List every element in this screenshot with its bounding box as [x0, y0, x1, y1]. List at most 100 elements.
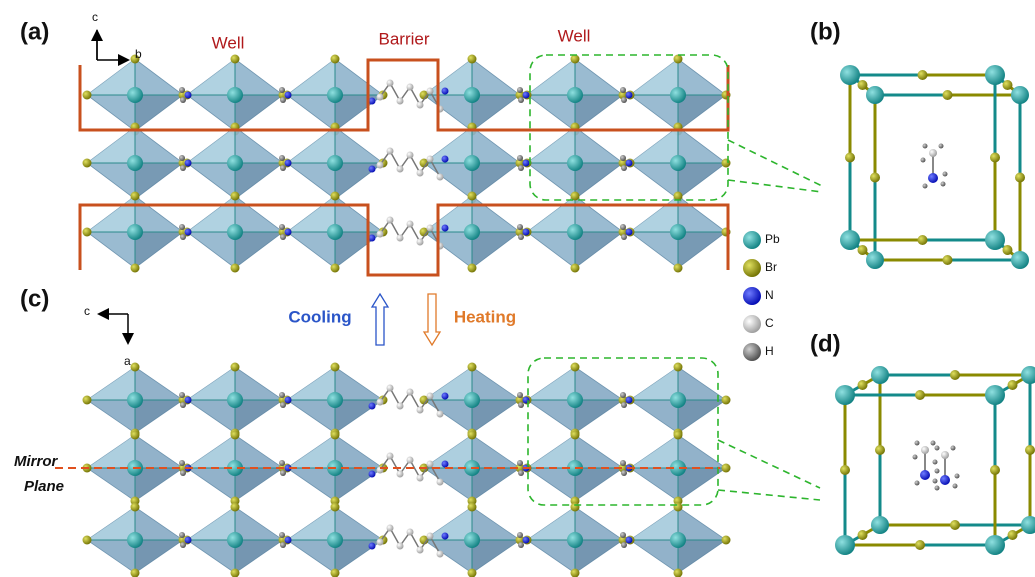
octahedron-face	[630, 59, 678, 95]
Br-atom	[1007, 380, 1018, 390]
Br-atom	[570, 568, 580, 577]
mirror-label: Mirror	[14, 453, 59, 470]
octahedron-face	[235, 95, 283, 131]
Pb-atom	[840, 65, 860, 85]
octahedron-face	[527, 435, 575, 468]
well-frame	[78, 203, 730, 277]
N-atom	[184, 91, 192, 99]
octahedron-face	[472, 468, 520, 501]
Br-atom	[515, 227, 525, 237]
Br-atom	[230, 191, 240, 201]
H-atom	[279, 155, 285, 161]
octahedron-face	[287, 507, 335, 540]
Br-atom	[673, 430, 683, 440]
H-atom	[914, 480, 920, 486]
octahedron-face	[575, 468, 623, 501]
Br-atom	[467, 502, 477, 512]
octahedron-face	[472, 400, 520, 433]
Pb-atom	[127, 392, 143, 408]
Br-atom	[515, 395, 525, 405]
Br-atom	[721, 158, 731, 168]
octahedron-face	[135, 163, 183, 199]
H-atom	[280, 402, 286, 408]
panel-label: (a)	[20, 18, 49, 45]
Br-atom	[673, 568, 683, 577]
N-atom	[522, 536, 530, 544]
Pb-atom	[227, 87, 243, 103]
legend-swatch	[743, 259, 761, 277]
octahedron-face	[424, 507, 472, 540]
C-atom	[386, 147, 394, 155]
Br-atom	[467, 568, 477, 577]
H-atom	[621, 165, 627, 171]
Br-atom	[570, 191, 580, 201]
Br-atom	[467, 263, 477, 273]
panel-label: (c)	[20, 285, 49, 312]
Br-atom	[330, 430, 340, 440]
heating-label: Heating	[454, 307, 516, 326]
H-atom	[932, 459, 938, 465]
H-atom	[179, 224, 185, 230]
H-atom	[517, 224, 523, 230]
Pb-atom	[567, 224, 583, 240]
N-atom	[368, 165, 376, 173]
Pb-atom	[327, 532, 343, 548]
H-atom	[938, 143, 944, 149]
Br-atom	[1015, 172, 1025, 183]
C-atom	[396, 470, 404, 478]
H-atom	[932, 478, 938, 484]
Br-atom	[130, 362, 140, 372]
C-atom	[406, 456, 414, 464]
octahedron-face	[630, 435, 678, 468]
Pb-atom	[1021, 516, 1035, 534]
octahedron-face	[135, 468, 183, 501]
axis-label: b	[135, 47, 142, 61]
H-atom	[620, 460, 626, 466]
C-atom	[406, 220, 414, 228]
Br-atom	[130, 430, 140, 440]
legend-swatch	[743, 343, 761, 361]
H-atom	[280, 97, 286, 103]
octahedron-face	[87, 367, 135, 400]
octahedron-face	[135, 540, 183, 573]
Br-atom	[570, 263, 580, 273]
Br-atom	[130, 263, 140, 273]
H-atom	[180, 234, 186, 240]
axis-label: c	[84, 304, 90, 318]
mirror-label: Plane	[24, 478, 64, 495]
N-atom	[184, 159, 192, 167]
H-atom	[280, 470, 286, 476]
octahedron-face	[187, 435, 235, 468]
octahedron-face	[187, 59, 235, 95]
C-atom	[436, 173, 444, 181]
Pb-atom	[1011, 86, 1029, 104]
C-atom	[376, 398, 384, 406]
H-atom	[620, 224, 626, 230]
Pb-atom	[127, 87, 143, 103]
N-atom	[284, 228, 292, 236]
Br-atom	[230, 54, 240, 64]
Br-atom	[230, 568, 240, 577]
N-atom	[184, 228, 192, 236]
region-label: Well	[212, 33, 245, 52]
legend-label: H	[765, 344, 774, 358]
Br-atom	[230, 362, 240, 372]
H-atom	[942, 171, 948, 177]
Br-atom	[1007, 530, 1018, 540]
octahedron-face	[135, 95, 183, 131]
Br-atom	[570, 362, 580, 372]
N-atom	[284, 536, 292, 544]
N-atom	[522, 159, 530, 167]
N-atom	[184, 396, 192, 404]
octahedron-face	[472, 95, 520, 131]
H-atom	[620, 392, 626, 398]
Pb-atom	[227, 155, 243, 171]
Br-atom	[673, 54, 683, 64]
N-atom	[441, 460, 449, 468]
C-atom	[376, 93, 384, 101]
C-atom	[406, 151, 414, 159]
C-atom	[386, 216, 394, 224]
Pb-atom	[327, 87, 343, 103]
Pb-atom	[866, 251, 884, 269]
legend-label: Br	[765, 260, 777, 274]
